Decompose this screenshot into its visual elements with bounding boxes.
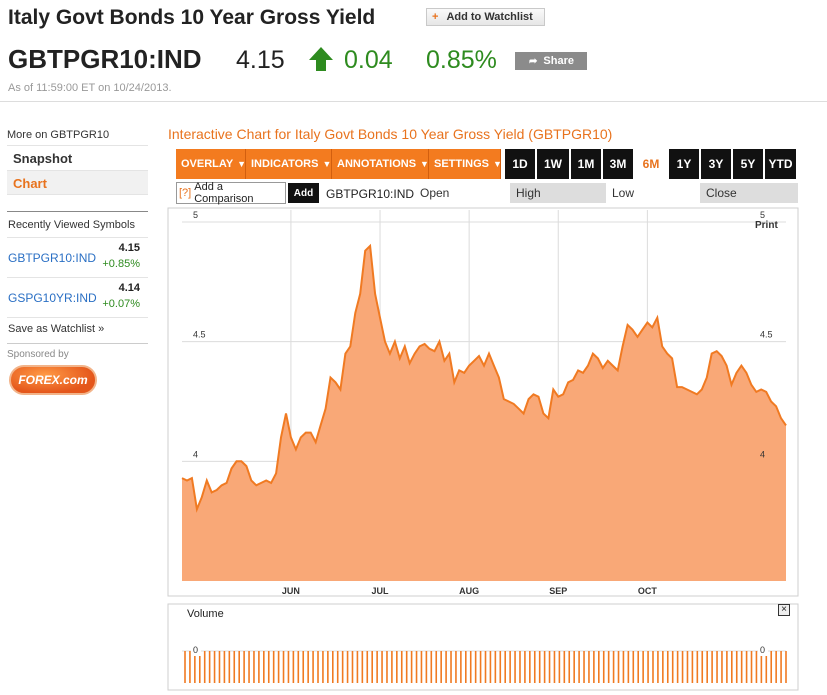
period-6m[interactable]: 6M <box>635 149 669 179</box>
add-to-watchlist-label: Add to Watchlist <box>446 11 533 23</box>
settings-menu[interactable]: SETTINGS ▼ <box>429 149 502 179</box>
chart-frame <box>167 207 799 597</box>
x-tick-label: SEP <box>549 586 567 596</box>
as-of-timestamp: As of 11:59:00 ET on 10/24/2013. <box>8 82 172 94</box>
close-volume-icon[interactable]: × <box>778 604 790 616</box>
comparison-input[interactable]: [?] Add a Comparison <box>176 181 286 205</box>
y-tick-label-right: 4.5 <box>760 330 773 340</box>
page-title: Italy Govt Bonds 10 Year Gross Yield <box>8 6 376 29</box>
overlay-menu-label: OVERLAY <box>181 158 234 170</box>
x-tick-label: JUL <box>372 586 390 596</box>
indicators-menu-label: INDICATORS <box>251 158 319 170</box>
caret-down-icon: ▼ <box>237 159 247 169</box>
share-label: Share <box>543 55 574 67</box>
period-1w[interactable]: 1W <box>537 149 571 179</box>
series-area <box>182 245 786 581</box>
comparison-bar: [?] Add a Comparison Add GBTPGR10:IND Op… <box>176 181 798 205</box>
plus-icon: + <box>432 11 439 23</box>
settings-menu-label: SETTINGS <box>434 158 490 170</box>
period-1d[interactable]: 1D <box>505 149 537 179</box>
volume-label-bg <box>191 645 201 656</box>
caret-down-icon: ▼ <box>322 159 332 169</box>
more-on-heading: More on GBTPGR10 <box>7 129 110 141</box>
forex-logo-text: FOREX.com <box>18 373 88 387</box>
sidebar: More on GBTPGR10 Snapshot Chart Recently… <box>7 129 148 395</box>
sponsored-by-label: Sponsored by <box>7 343 148 361</box>
y-tick-label-left: 5 <box>193 210 198 220</box>
x-tick-label: AUG <box>459 586 479 596</box>
period-5y[interactable]: 5Y <box>733 149 765 179</box>
caret-down-icon: ▼ <box>420 159 429 169</box>
ticker-symbol: GBTPGR10:IND <box>8 44 202 74</box>
recent-symbol-link[interactable]: GSPG10YR:IND <box>8 291 97 305</box>
x-tick-label: JUN <box>282 586 300 596</box>
comparison-placeholder: Add a Comparison <box>194 181 254 205</box>
share-button[interactable]: ➦ Share <box>515 52 587 70</box>
caret-down-icon: ▼ <box>493 159 502 169</box>
price-change-percent: 0.85% <box>426 46 497 74</box>
volume-label: Volume <box>187 608 224 620</box>
recently-viewed-heading: Recently Viewed Symbols <box>8 219 135 231</box>
volume-frame <box>167 603 799 691</box>
add-comparison-button[interactable]: Add <box>288 183 319 203</box>
chart-symbol-label: GBTPGR10:IND <box>326 187 415 201</box>
sidebar-item-snapshot[interactable]: Snapshot <box>7 145 148 170</box>
print-link[interactable]: Print <box>755 220 778 231</box>
close-label: Close <box>700 183 798 203</box>
period-3m[interactable]: 3M <box>603 149 635 179</box>
recent-price: 4.14 <box>118 282 140 294</box>
x-tick-label: OCT <box>638 586 658 596</box>
forex-logo[interactable]: FOREX.com <box>9 365 97 395</box>
chart-title: Interactive Chart for Italy Govt Bonds 1… <box>168 126 613 142</box>
annotations-menu[interactable]: ANNOTATIONS ▼ <box>332 149 429 179</box>
series-line <box>181 243 787 513</box>
volume-zero-left: 0 <box>193 645 198 655</box>
last-price: 4.15 <box>236 46 285 74</box>
period-selector: 1D 1W 1M 3M 6M 1Y 3Y 5Y YTD <box>505 149 796 179</box>
y-tick-label-left: 4.5 <box>193 330 206 340</box>
y-tick-label-left: 4 <box>193 449 198 459</box>
period-1y[interactable]: 1Y <box>669 149 701 179</box>
recent-price: 4.15 <box>118 242 140 254</box>
sidebar-divider <box>7 211 148 212</box>
list-item: GBTPGR10:IND 4.15 +0.85% <box>7 237 148 277</box>
indicators-menu[interactable]: INDICATORS ▼ <box>246 149 332 179</box>
y-tick-label-right: 4 <box>760 449 765 459</box>
add-to-watchlist-button[interactable]: + Add to Watchlist <box>426 8 545 26</box>
save-as-watchlist-link[interactable]: Save as Watchlist » <box>7 317 148 343</box>
chart-toolbar: OVERLAY ▼ INDICATORS ▼ ANNOTATIONS ▼ SETTIN… <box>176 149 798 179</box>
period-3y[interactable]: 3Y <box>701 149 733 179</box>
recent-change: +0.85% <box>102 258 140 270</box>
high-label: High <box>510 183 606 203</box>
y-tick-label-right: 5 <box>760 210 765 220</box>
annotations-menu-label: ANNOTATIONS <box>337 158 417 170</box>
list-item: GSPG10YR:IND 4.14 +0.07% <box>7 277 148 317</box>
price-change: 0.04 <box>344 46 393 74</box>
low-label: Low <box>612 186 635 200</box>
sidebar-item-chart[interactable]: Chart <box>7 170 148 195</box>
help-icon[interactable]: [?] <box>179 187 192 199</box>
volume-label-bg <box>758 645 768 656</box>
share-arrow-icon: ➦ <box>529 55 538 67</box>
recent-symbol-link[interactable]: GBTPGR10:IND <box>8 251 97 265</box>
volume-zero-right: 0 <box>760 645 765 655</box>
open-label: Open <box>420 186 450 200</box>
overlay-menu[interactable]: OVERLAY ▼ <box>176 149 246 179</box>
period-1m[interactable]: 1M <box>571 149 603 179</box>
header-divider <box>0 101 827 102</box>
recent-change: +0.07% <box>102 298 140 310</box>
up-arrow-icon <box>309 47 333 71</box>
period-ytd[interactable]: YTD <box>765 149 796 179</box>
